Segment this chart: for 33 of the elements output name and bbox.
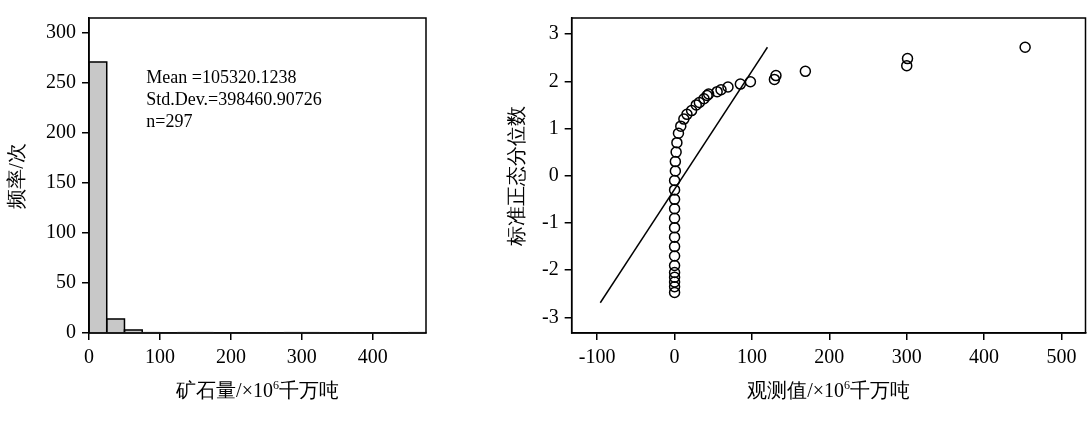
x-tick-label: 200	[215, 345, 246, 368]
y-axis-title: 频率/次	[3, 142, 28, 209]
y-tick-label: -2	[541, 257, 559, 280]
x-tick-label: 300	[286, 345, 317, 368]
y-tick-label: 300	[46, 20, 76, 43]
y-tick-label: 0	[66, 320, 76, 343]
x-axis-title: 矿石量/×10$^{6}$千万吨	[176, 377, 339, 403]
x-axis-title: 观测值/×10$^{6}$千万吨	[747, 377, 910, 403]
y-tick-label: 200	[46, 120, 76, 143]
x-tick-label: 0	[84, 345, 94, 368]
annotation: n=297	[146, 110, 193, 131]
y-axis-title: 标准正态分位数	[503, 105, 528, 246]
x-tick-label: 200	[814, 345, 845, 368]
y-tick-label: 1	[548, 115, 559, 138]
x-tick-label: 0	[669, 345, 680, 368]
y-tick-label: 100	[46, 220, 76, 243]
y-tick-label: 3	[548, 21, 559, 44]
x-tick-label: 500	[1046, 345, 1077, 368]
y-tick-label: 50	[56, 270, 76, 293]
x-tick-label: 100	[144, 345, 175, 368]
y-tick-label: 2	[548, 68, 559, 91]
x-tick-label: 400	[357, 345, 388, 368]
y-tick-label: 0	[548, 162, 559, 185]
x-tick-label: -100	[578, 345, 616, 368]
y-tick-label: -3	[541, 304, 559, 327]
y-tick-label: -1	[541, 210, 559, 233]
x-tick-label: 400	[969, 345, 1000, 368]
annotation: Mean =105320.1238	[146, 66, 297, 87]
x-tick-label: 100	[736, 345, 767, 368]
annotation: Std.Dev.=398460.90726	[146, 88, 322, 109]
x-tick-label: 300	[891, 345, 922, 368]
y-tick-label: 250	[46, 70, 76, 93]
y-tick-label: 150	[46, 170, 76, 193]
